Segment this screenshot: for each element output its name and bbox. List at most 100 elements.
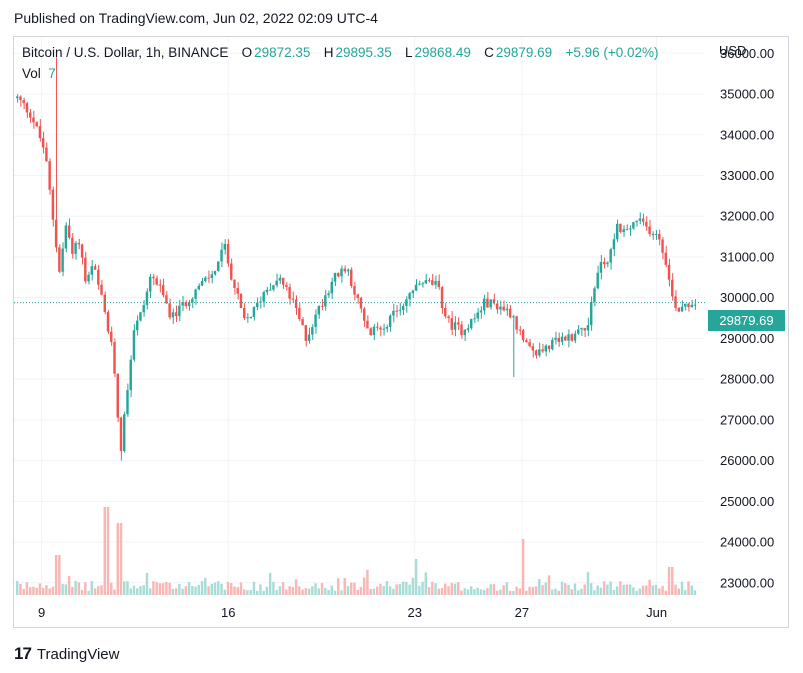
volume-bar [379,583,382,595]
price-tick-label: 25000.00 [720,494,774,509]
candle-body [35,122,38,127]
volume-bar [606,584,609,595]
volume-bar [45,585,48,595]
candle-body [398,309,402,311]
volume-bar [586,571,590,595]
volume-bar [583,584,586,595]
volume-bar [87,590,90,595]
candle-body [453,322,457,330]
candle-body [492,299,496,304]
volume-bar [311,586,314,595]
volume-bar [547,575,551,595]
volume-bar [285,589,288,595]
volume-bar [171,588,175,595]
volume-bar [671,567,674,595]
grid-lines [14,37,705,595]
currency-label: USD [719,43,747,58]
candle-body [58,247,61,272]
candle-body [505,308,509,311]
volume-bar [314,583,317,595]
volume-bar [217,581,220,595]
volume-bar [486,588,489,595]
price-tick-label: 32000.00 [720,209,774,224]
volume-bar [495,590,499,595]
candle-body [583,328,586,331]
candle-body [61,248,64,272]
price-tick-label: 30000.00 [720,290,774,305]
candle-body [239,293,243,308]
volume-bar [126,581,129,595]
candle-body [463,329,466,336]
candle-body [470,318,473,329]
time-tick-label: 23 [408,605,422,620]
volume-bar [220,583,223,595]
candle-body [304,325,308,341]
volume-bar [405,582,408,595]
volume-bar [58,555,61,595]
candle-body [187,302,191,307]
volume-bar [230,583,233,595]
candle-body [80,244,84,258]
candle-body [437,280,441,288]
volume-bar [460,590,463,595]
volume-bar [135,588,139,595]
candle-body [148,276,152,292]
footer-brand[interactable]: 17 TradingView [14,644,119,664]
volume-bar [602,581,606,595]
candle-body [564,336,567,341]
volume-bar [424,572,428,595]
volume-bar [19,583,22,595]
volume-bar [444,583,447,595]
volume-bar [204,577,207,595]
price-tick-label: 31000.00 [720,249,774,264]
candle-body [674,296,677,308]
candle-body [531,346,535,351]
ohlc-legend: Bitcoin / U.S. Dollar, 1h, BINANCE O 2987… [22,45,661,60]
candle-body [223,244,226,250]
candle-body [220,249,223,262]
volume-bar [353,582,356,595]
candle-body [599,261,603,273]
candle-body [106,311,110,332]
volume-bar [690,585,693,595]
candle-body [372,326,376,335]
candle-body [521,330,525,341]
volume-bar [288,586,291,595]
candle-body [499,306,502,310]
price-tick-label: 35000.00 [720,87,774,102]
volume-bar [259,584,262,595]
volume-bar [337,578,340,595]
volume-bar [71,587,74,595]
volume-bar [440,588,444,595]
brand-name: TradingView [36,645,120,663]
candle-body [135,320,139,331]
volume-bar [684,590,687,595]
candle-body [479,310,483,313]
candle-body [171,312,175,318]
volume-bar [327,589,330,595]
volume-bar [119,523,123,595]
volume-bar [382,586,385,595]
candle-body [447,316,450,319]
volume-bar [324,588,327,595]
volume-bar [557,590,560,595]
volume-bar [80,590,84,595]
candle-body [654,233,658,235]
volume-bar [41,587,45,595]
volume-bar [453,583,457,595]
candle-body [580,328,583,330]
candle-body [690,304,693,308]
candle-body [301,319,304,326]
volume-bar [512,590,515,595]
candle-body [375,326,379,328]
volume-bar [197,585,201,595]
candle-body [395,310,398,312]
volume-bar [317,588,321,595]
volume-bar [515,586,518,595]
candle-body [311,327,314,335]
volume-bar [427,587,431,595]
time-tick-label: 9 [38,605,45,620]
price-tick-label: 23000.00 [720,575,774,590]
candle-body [593,288,596,302]
candle-body [87,274,90,282]
